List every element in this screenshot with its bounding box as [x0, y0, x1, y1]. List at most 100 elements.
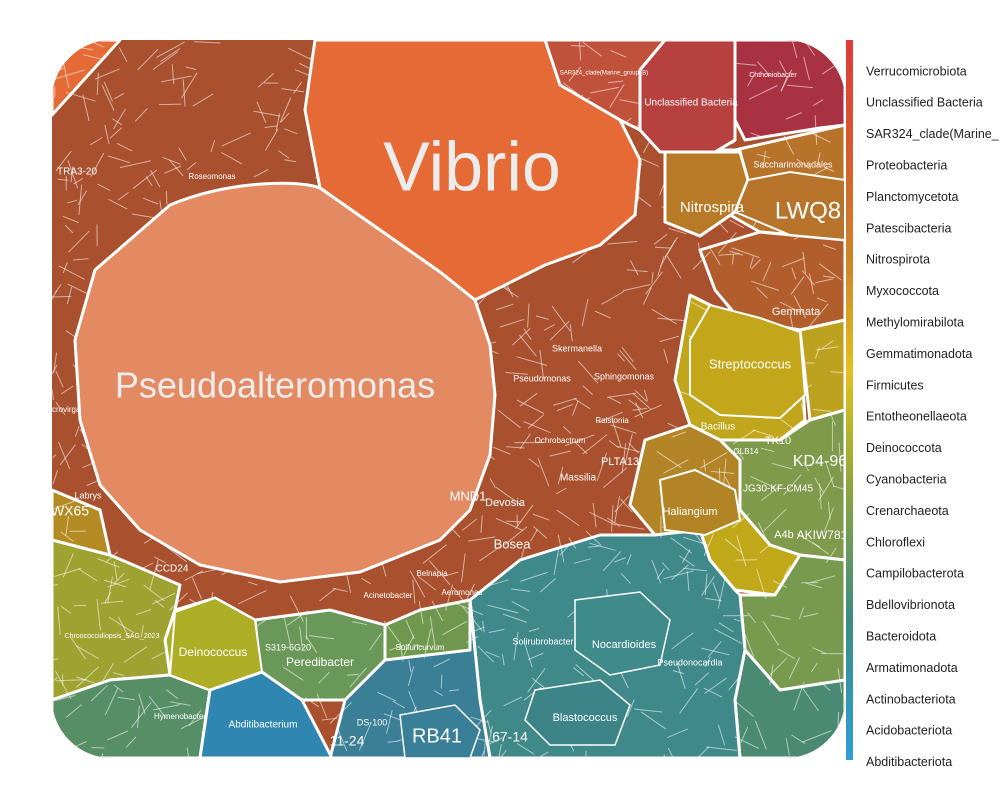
cell-border — [749, 256, 754, 269]
cell-border — [697, 242, 702, 258]
label-aeromonas: Aeromonas — [442, 588, 483, 597]
cell-border — [736, 702, 755, 718]
cell-border — [736, 535, 747, 567]
cell-rb41 — [399, 704, 481, 758]
cell-border — [284, 159, 297, 163]
cell-border — [666, 255, 682, 279]
label-streptococcus: Streptococcus — [709, 356, 792, 371]
cell-border — [570, 45, 586, 47]
cell-border — [555, 487, 567, 495]
cell-border — [620, 572, 631, 584]
label-ccd24: CCD24 — [156, 564, 189, 575]
cell-border — [107, 730, 129, 741]
legend-entry-planctomycetota: Planctomycetota — [866, 190, 958, 204]
cell-border — [786, 84, 813, 89]
cell-border — [777, 648, 796, 660]
cell-border — [73, 177, 84, 185]
cell-border — [59, 444, 76, 466]
cell-border — [770, 614, 791, 620]
label-ralstonia: Ralstonia — [595, 416, 629, 425]
cell-border — [109, 127, 122, 139]
cell-border — [483, 579, 509, 588]
cell-border — [619, 350, 637, 371]
cell-border — [551, 305, 571, 332]
label-microvirga: Microvirga — [44, 405, 81, 414]
cell-border — [751, 280, 780, 291]
cell-border — [143, 562, 154, 569]
cell-border — [704, 656, 711, 668]
cell-border — [805, 582, 822, 589]
cell-border — [280, 112, 290, 123]
label-mnd1: MND1 — [450, 488, 487, 503]
cell-border — [512, 328, 531, 346]
cell-border — [663, 754, 677, 758]
cell-border — [119, 160, 151, 169]
label-unclassified-bacteria: Unclassified Bacteria — [644, 98, 738, 109]
cell-border — [644, 389, 648, 402]
cell-border — [735, 448, 745, 460]
cell-border — [352, 621, 367, 626]
cell-border — [108, 198, 128, 210]
cell-border — [597, 411, 623, 423]
cell-border — [413, 644, 424, 647]
cell-border — [783, 474, 802, 496]
cell-border — [575, 664, 598, 684]
cell-border — [557, 466, 564, 485]
cell-border — [611, 418, 622, 448]
cell-border — [210, 140, 216, 153]
cell-border — [505, 446, 525, 449]
cell-border — [537, 458, 550, 487]
cell-border — [610, 424, 637, 434]
cell-border — [568, 66, 582, 82]
cell-border — [65, 516, 69, 537]
cell-border — [791, 267, 797, 280]
cell-border — [617, 353, 625, 362]
cell-border — [440, 674, 443, 689]
legend-entry-deinococcota: Deinococcota — [866, 441, 942, 455]
cell-border — [408, 660, 412, 673]
cell-border — [812, 408, 832, 412]
cell-border — [620, 498, 633, 513]
cell-border — [55, 401, 66, 416]
cell-border — [756, 286, 768, 299]
cell-border — [137, 48, 159, 71]
label-n6714: 67-14 — [492, 729, 528, 745]
cell-border — [531, 751, 549, 758]
cell-border — [253, 110, 281, 117]
cell-border — [156, 41, 185, 58]
cell-border — [96, 72, 99, 96]
cell-border — [610, 50, 627, 58]
cell-border — [52, 454, 57, 471]
cell-border — [171, 64, 175, 85]
cell-border — [488, 628, 505, 633]
cell-border — [676, 661, 686, 689]
cell-border — [703, 533, 715, 557]
cell-border — [838, 442, 842, 472]
cell-border — [705, 597, 722, 602]
label-deinococcus: Deinococcus — [179, 645, 248, 659]
cell-border — [822, 275, 835, 279]
cell-border — [118, 47, 128, 63]
cell-border — [609, 83, 625, 108]
cell-border — [819, 263, 842, 281]
legend-entry-crenarchaeota: Crenarchaeota — [866, 504, 949, 518]
cell-border — [802, 687, 819, 712]
cell-border — [816, 297, 827, 303]
cell-border — [54, 694, 76, 702]
cell-border — [756, 153, 771, 159]
cell-border — [264, 125, 278, 128]
cell-border — [278, 150, 290, 159]
cell-border — [793, 681, 805, 711]
cell-border — [82, 94, 90, 122]
cell-border — [442, 571, 459, 577]
cell-border — [321, 717, 338, 721]
cell-border — [667, 747, 683, 758]
cell-border — [527, 668, 546, 693]
cell-border — [423, 628, 432, 659]
cell-border — [553, 547, 560, 576]
cell-border — [785, 112, 802, 120]
cell-border — [584, 750, 587, 758]
cell-border — [449, 689, 460, 692]
cell-border — [257, 73, 275, 88]
cell-border — [55, 370, 64, 388]
